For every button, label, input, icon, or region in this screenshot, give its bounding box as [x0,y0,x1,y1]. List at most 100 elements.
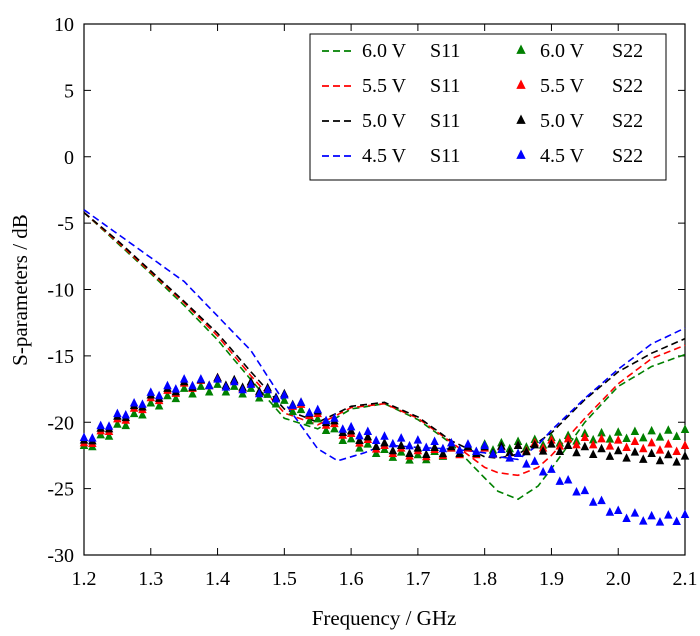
s22-marker [371,448,381,457]
s22-marker [338,424,348,433]
legend-param: S22 [612,145,643,167]
s22-marker [438,443,448,453]
s22-marker [263,384,272,394]
s22-marker [321,425,331,435]
s22-marker [588,439,598,449]
s22-marker [672,446,681,455]
s22-marker [588,434,598,444]
x-tick-label: 1.3 [138,568,163,590]
s22-marker [505,453,514,462]
s22-marker [388,438,398,448]
y-tick-label: -25 [47,479,74,501]
s22-marker [221,387,231,396]
s22-marker [154,390,164,400]
series-line-3-45V-s11 [83,209,686,462]
s22-marker [597,427,606,437]
legend-voltage: 5.5 V [362,75,407,97]
series-layer [79,209,690,526]
series-markers-4 [79,379,690,464]
s22-marker [313,413,322,423]
s22-marker [597,443,606,453]
s22-marker [622,513,631,522]
s22-marker [396,440,406,449]
s22-marker [597,495,606,505]
s22-marker [655,517,665,526]
legend-voltage: 5.5 V [540,75,585,97]
s22-marker [563,474,573,484]
s22-marker [355,430,364,440]
x-tick-label: 1.5 [272,568,297,590]
legend-voltage: 4.5 V [540,145,585,167]
s22-marker [121,420,130,430]
s22-marker [405,440,414,450]
s22-marker [388,445,398,455]
x-tick-label: 2.0 [606,568,631,590]
s22-marker [129,408,139,418]
legend-voltage: 5.0 V [540,110,585,132]
legend-param: S11 [430,75,460,97]
legend-voltage: 6.0 V [362,40,407,62]
y-axis-label: S-parameters / dB [8,214,32,366]
s22-marker [538,446,548,455]
s22-marker [447,437,456,447]
legend-box [309,33,667,181]
x-tick-label: 1.8 [472,568,497,590]
s22-marker [305,407,314,417]
s22-marker [363,439,373,448]
s22-marker [104,431,114,440]
legend-param: S22 [612,75,643,97]
x-axis-label: Frequency / GHz [312,606,457,630]
x-tick-label: 1.6 [339,568,364,590]
s22-marker [430,436,439,445]
s22-marker [196,381,206,390]
s22-marker [380,431,389,440]
s22-marker [488,449,498,458]
s22-marker [346,421,356,431]
s22-marker [522,446,531,456]
s22-marker [680,451,690,460]
s22-marker [639,454,648,463]
legend-swatch-s22 [516,79,526,89]
s22-marker [639,443,648,453]
s22-marker [639,432,648,442]
s22-marker [230,381,239,390]
s22-marker [330,413,339,422]
s22-marker [622,453,631,462]
s22-marker [497,444,506,453]
s22-marker [221,382,231,391]
s22-marker [613,505,623,515]
s22-marker [188,389,197,398]
s22-marker [96,420,105,430]
x-tick-label: 1.9 [539,568,564,590]
s22-marker [513,440,523,449]
s22-marker [196,374,206,383]
legend-param: S11 [430,145,460,167]
s22-marker [655,455,665,465]
s22-marker [338,435,348,445]
x-tick-label: 2.1 [673,568,698,590]
s22-marker [113,419,122,428]
s22-marker [238,389,247,398]
s22-marker [680,424,690,434]
s22-marker [288,400,297,409]
legend-param: S11 [430,110,460,132]
s22-marker [664,449,673,459]
legend-voltage: 6.0 V [540,40,585,62]
s22-marker [613,435,623,444]
s22-marker [204,380,214,390]
s22-marker [138,409,147,419]
s22-marker [555,446,565,455]
series-markers-5 [79,372,690,461]
s22-marker [355,435,364,445]
y-tick-label: 5 [64,80,74,102]
s22-marker [547,464,556,473]
legend-voltage: 4.5 V [362,145,407,167]
s22-marker [438,448,448,458]
s22-marker [580,432,590,442]
s22-marker [455,445,464,454]
s22-marker [613,427,623,436]
s22-marker [405,448,414,457]
s22-marker [622,433,631,443]
s22-marker [413,435,423,444]
